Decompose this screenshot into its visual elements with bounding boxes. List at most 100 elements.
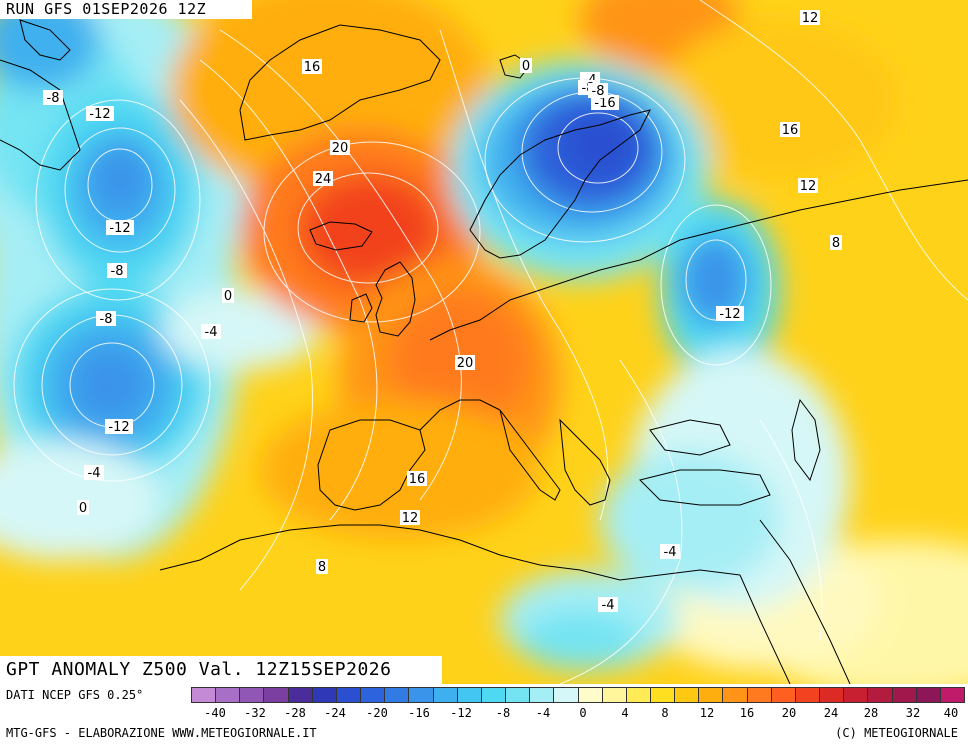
contour-label: -8 [107, 263, 127, 279]
scale-swatch [530, 688, 555, 702]
contour-label: 12 [798, 178, 818, 194]
contour-label: 20 [455, 355, 475, 371]
svg-text:8: 8 [318, 560, 326, 575]
scale-swatch [892, 688, 917, 702]
scale-tick-label: 0 [579, 706, 587, 720]
scale-tick-label: -20 [366, 706, 388, 720]
scale-tick-label: -12 [450, 706, 472, 720]
contour-label: 20 [330, 140, 350, 156]
scale-swatch [626, 688, 651, 702]
contour-label: 16 [407, 471, 427, 487]
svg-text:12: 12 [800, 179, 817, 194]
scale-swatch [650, 688, 676, 702]
contour-label: -8 [96, 311, 116, 327]
scale-tick-label: -4 [535, 706, 551, 720]
scale-swatch [312, 688, 337, 702]
svg-text:0: 0 [522, 59, 530, 74]
scale-tick-label: -32 [244, 706, 266, 720]
svg-text:20: 20 [457, 356, 474, 371]
svg-text:-8: -8 [592, 84, 605, 99]
scale-swatch [747, 688, 772, 702]
contour-label: 8 [830, 235, 842, 251]
contour-label: -8 [43, 90, 63, 106]
contour-label: -8 [588, 83, 608, 99]
scale-tick-label: -24 [324, 706, 346, 720]
contour-label: 16 [302, 59, 322, 75]
scale-tick-label: 4 [621, 706, 629, 720]
scale-swatch [940, 688, 964, 702]
scale-tick-label: -28 [284, 706, 306, 720]
contour-label: 12 [400, 510, 420, 526]
scale-swatch [336, 688, 362, 702]
color-scale-bar [191, 687, 965, 703]
contour-label: 16 [780, 122, 800, 138]
scale-swatch [481, 688, 507, 702]
contour-label: 0 [77, 500, 89, 516]
scale-tick-label: -16 [408, 706, 430, 720]
scale-swatch [554, 688, 579, 702]
scale-tick-label: 16 [739, 706, 755, 720]
scale-swatch [264, 688, 289, 702]
run-title: RUN GFS 01SEP2026 12Z [0, 0, 253, 19]
scale-swatch [240, 688, 265, 702]
svg-text:16: 16 [304, 60, 321, 75]
scale-swatch [457, 688, 482, 702]
contour-label: -12 [716, 306, 744, 322]
svg-text:12: 12 [402, 511, 419, 526]
svg-text:20: 20 [332, 141, 349, 156]
svg-text:-12: -12 [108, 420, 129, 435]
scale-swatch [361, 688, 386, 702]
svg-text:-4: -4 [664, 545, 677, 560]
svg-text:-12: -12 [719, 307, 740, 322]
svg-text:0: 0 [224, 289, 232, 304]
scale-swatch [916, 688, 941, 702]
svg-text:12: 12 [802, 11, 819, 26]
contour-label: 0 [222, 288, 234, 304]
scale-swatch [868, 688, 893, 702]
contour-label: -4 [84, 465, 104, 481]
scale-swatch [699, 688, 724, 702]
scale-tick-label: 24 [823, 706, 839, 720]
scale-swatch [385, 688, 410, 702]
svg-text:0: 0 [79, 501, 87, 516]
scale-swatch [578, 688, 603, 702]
svg-text:-16: -16 [594, 96, 615, 111]
map-title: GPT ANOMALY Z500 Val. 12Z15SEP2026 [0, 656, 442, 684]
coastlines [0, 19, 968, 684]
scale-tick-label: 12 [699, 706, 715, 720]
svg-text:-8: -8 [100, 312, 113, 327]
svg-text:-12: -12 [89, 107, 110, 122]
scale-swatch [723, 688, 748, 702]
scale-swatch [771, 688, 796, 702]
data-source: DATI NCEP GFS 0.25° [6, 688, 144, 702]
contour-label: -4 [201, 324, 221, 340]
contour-label: 24 [313, 171, 333, 187]
scale-swatch [216, 688, 241, 702]
contour-label: -12 [105, 419, 133, 435]
svg-text:8: 8 [832, 236, 840, 251]
scale-swatch [192, 688, 217, 702]
svg-text:-8: -8 [47, 91, 60, 106]
svg-text:-4: -4 [205, 325, 218, 340]
contour-label: -4 [660, 544, 680, 560]
scale-swatch [433, 688, 458, 702]
contour-label: -4 [598, 597, 618, 613]
contour-labels: 12160-4-8-12-16-8-816202412-12-80-8-48-1… [43, 10, 842, 613]
anomaly-field [0, 0, 968, 684]
svg-text:16: 16 [782, 123, 799, 138]
scale-tick-label: 20 [781, 706, 797, 720]
svg-text:-12: -12 [109, 221, 130, 236]
scale-swatch [409, 688, 434, 702]
contour-label: -12 [106, 220, 134, 236]
svg-text:16: 16 [409, 472, 426, 487]
scale-swatch [675, 688, 700, 702]
svg-text:-4: -4 [88, 466, 101, 481]
anomaly-map: 12160-4-8-12-16-8-816202412-12-80-8-48-1… [0, 0, 968, 684]
scale-tick-label: 28 [863, 706, 879, 720]
contour-label: 0 [520, 58, 532, 74]
contour-lines [13, 0, 968, 684]
svg-text:-8: -8 [111, 264, 124, 279]
scale-swatch [820, 688, 845, 702]
svg-text:24: 24 [315, 172, 332, 187]
